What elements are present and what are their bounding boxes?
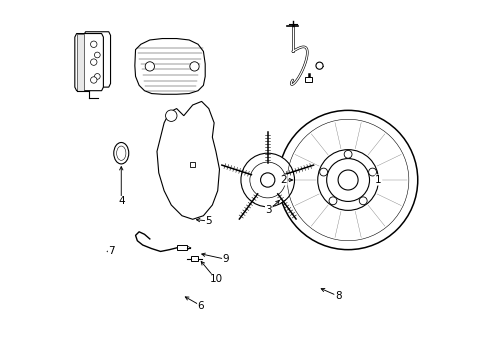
Circle shape [317,150,378,210]
Text: 1: 1 [374,175,381,185]
Text: 10: 10 [209,274,222,284]
Circle shape [145,62,154,71]
Text: 4: 4 [118,197,124,206]
Circle shape [326,158,369,202]
Bar [305,77,312,82]
Polygon shape [83,32,110,87]
Circle shape [165,110,177,121]
Polygon shape [135,39,205,94]
Circle shape [359,197,366,205]
Text: 8: 8 [334,291,341,301]
Polygon shape [77,33,84,91]
Circle shape [278,111,417,249]
Text: 3: 3 [265,205,271,215]
Polygon shape [75,33,103,91]
Circle shape [189,62,199,71]
Circle shape [94,73,100,79]
Circle shape [260,173,274,187]
Circle shape [94,52,100,58]
Circle shape [315,62,323,69]
Text: 9: 9 [222,254,229,264]
Circle shape [344,150,351,158]
Text: 6: 6 [197,301,204,311]
Circle shape [337,170,357,190]
Bar [176,246,186,250]
Circle shape [328,197,336,205]
Circle shape [90,77,97,83]
Ellipse shape [114,143,128,164]
Text: 7: 7 [108,247,115,256]
Circle shape [90,41,97,48]
Text: 5: 5 [205,216,212,226]
Text: 2: 2 [280,175,286,185]
Circle shape [241,153,294,207]
Circle shape [368,168,376,176]
Circle shape [319,168,327,176]
Polygon shape [157,102,219,219]
Circle shape [249,162,285,198]
Bar [190,162,195,167]
Circle shape [90,59,97,65]
Bar [190,256,198,261]
